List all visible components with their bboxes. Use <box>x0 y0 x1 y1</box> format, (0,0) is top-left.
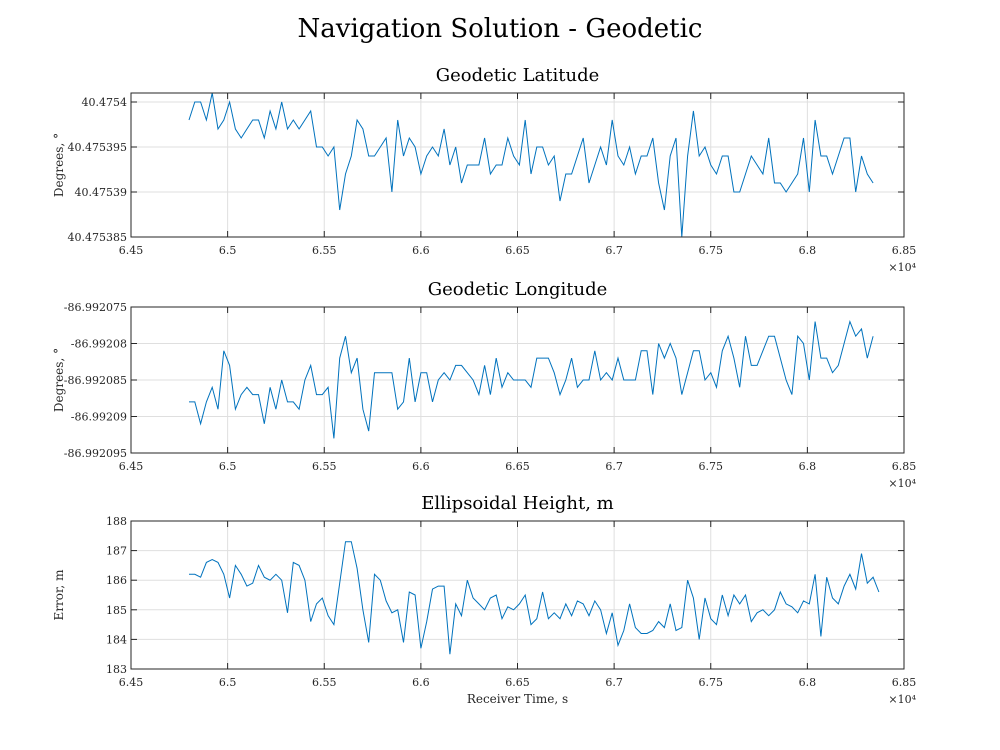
y-axis-label: Degrees, ° <box>52 133 66 197</box>
y-tick-label: 186 <box>106 574 127 587</box>
y-axis-label: Degrees, ° <box>52 348 66 412</box>
x-tick-label: 6.85 <box>892 244 917 257</box>
y-tick-label: 185 <box>106 604 127 617</box>
x-tick-label: 6.55 <box>312 676 337 689</box>
x-tick-label: 6.85 <box>892 676 917 689</box>
axes-panel-3: 6.45 6.5 6.55 6.6 6.65 6.7 6.75 6.8 6.85 183 184 18… <box>52 493 917 706</box>
x-tick-label: 6.75 <box>699 676 724 689</box>
x-tick-label: 6.8 <box>799 676 817 689</box>
y-tick-label: 183 <box>106 663 127 676</box>
y-tick-label: 40.475395 <box>68 141 128 154</box>
x-tick-label: 6.45 <box>119 676 144 689</box>
x-tick-label: 6.7 <box>605 676 623 689</box>
x-tick-label: 6.65 <box>505 460 530 473</box>
y-tick-label: 188 <box>106 515 127 528</box>
axes-panel-1: 6.45 6.5 6.55 6.6 6.65 6.7 6.75 6.8 6.85 40.47538… <box>52 65 917 274</box>
x-tick-label: 6.7 <box>605 460 623 473</box>
x-tick-label: 6.5 <box>219 460 237 473</box>
x-tick-label: 6.55 <box>312 460 337 473</box>
y-tick-label: 40.47539 <box>75 186 128 199</box>
x-tick-label: 6.75 <box>699 244 724 257</box>
x-tick-label: 6.85 <box>892 460 917 473</box>
y-tick-label: 184 <box>106 633 127 646</box>
axes-panel-2: 6.45 6.5 6.55 6.6 6.65 6.7 6.75 6.8 6.85 -86.9920… <box>52 279 917 490</box>
x-tick-label: 6.5 <box>219 244 237 257</box>
y-tick-label: 40.4754 <box>82 96 128 109</box>
x-tick-label: 6.65 <box>505 676 530 689</box>
y-axis-label: Error, m <box>52 569 66 621</box>
x-exponent-label: ×10⁴ <box>888 693 916 706</box>
figure-title: Navigation Solution - Geodetic <box>297 14 703 44</box>
x-tick-label: 6.6 <box>412 460 430 473</box>
data-line <box>189 541 880 655</box>
y-tick-label: -86.992075 <box>64 301 127 314</box>
y-tick-label: -86.992085 <box>64 374 127 387</box>
x-tick-label: 6.8 <box>799 244 817 257</box>
x-exponent-label: ×10⁴ <box>888 477 916 490</box>
axes-title: Ellipsoidal Height, m <box>421 493 613 514</box>
x-tick-label: 6.55 <box>312 244 337 257</box>
x-tick-label: 6.75 <box>699 460 724 473</box>
x-tick-label: 6.7 <box>605 244 623 257</box>
data-line <box>189 320 874 439</box>
x-tick-label: 6.5 <box>219 676 237 689</box>
x-tick-label: 6.6 <box>412 244 430 257</box>
y-tick-label: -86.992095 <box>64 447 127 460</box>
axes-title: Geodetic Latitude <box>436 65 600 86</box>
x-tick-label: 6.45 <box>119 244 144 257</box>
x-tick-label: 6.8 <box>799 460 817 473</box>
y-tick-label: 187 <box>106 545 127 558</box>
y-tick-label: -86.99208 <box>71 338 127 351</box>
data-line <box>188 92 874 238</box>
y-tick-label: -86.99209 <box>71 411 127 424</box>
x-tick-label: 6.65 <box>505 244 530 257</box>
x-tick-label: 6.6 <box>412 676 430 689</box>
x-axis-label: Receiver Time, s <box>467 692 568 706</box>
x-exponent-label: ×10⁴ <box>888 261 916 274</box>
x-tick-label: 6.45 <box>119 460 144 473</box>
axes-title: Geodetic Longitude <box>428 279 608 300</box>
y-tick-label: 40.475385 <box>68 231 128 244</box>
